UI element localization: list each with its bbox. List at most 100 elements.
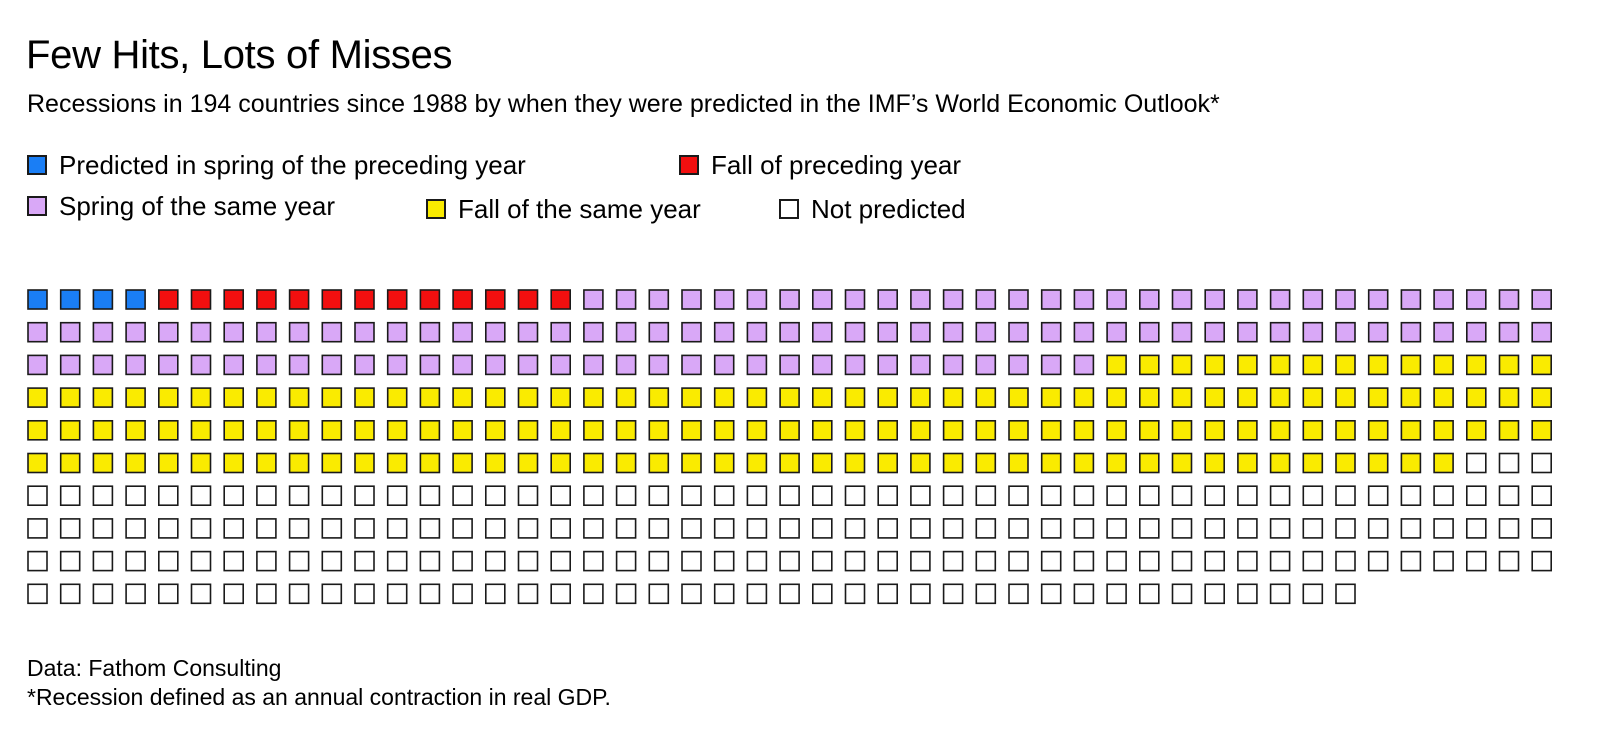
waffle-cell-fall-same xyxy=(1008,419,1029,441)
waffle-cell-not-predicted xyxy=(877,518,899,539)
waffle-cell-spring-same xyxy=(1531,321,1552,343)
waffle-cell-spring-same xyxy=(779,289,800,310)
waffle-cell-spring-same xyxy=(681,321,702,343)
waffle-cell-fall-same xyxy=(517,387,539,408)
waffle-cell-fall-same xyxy=(1040,419,1062,441)
waffle-cell-not-predicted xyxy=(419,550,441,572)
waffle-cell-not-predicted xyxy=(1139,485,1160,507)
waffle-cell-fall-preceding xyxy=(517,289,539,310)
waffle-cell-fall-same xyxy=(583,387,604,408)
waffle-cell-fall-same xyxy=(125,387,146,408)
waffle-cell-spring-preceding xyxy=(92,289,114,310)
waffle-cell-fall-same xyxy=(1335,419,1356,441)
waffle-cell-fall-same xyxy=(158,387,179,408)
waffle-cell-fall-same xyxy=(92,452,114,474)
waffle-cell-not-predicted xyxy=(615,518,637,539)
waffle-cell-fall-same xyxy=(125,419,146,441)
waffle-cell-fall-same xyxy=(713,452,735,474)
waffle-cell-fall-same xyxy=(1073,452,1095,474)
waffle-cell-spring-same xyxy=(1040,321,1062,343)
waffle-cell-fall-same xyxy=(354,419,375,441)
waffle-cell-not-predicted xyxy=(1237,518,1258,539)
waffle-cell-not-predicted xyxy=(779,550,800,572)
legend-swatch-not-predicted xyxy=(779,199,799,219)
waffle-cell-not-predicted xyxy=(1106,518,1127,539)
waffle-cell-fall-same xyxy=(1040,452,1062,474)
waffle-cell-spring-same xyxy=(419,354,441,376)
waffle-cell-spring-same xyxy=(1008,321,1029,343)
waffle-cell-not-predicted xyxy=(1433,550,1454,572)
waffle-cell-spring-same xyxy=(288,354,310,376)
waffle-cell-fall-preceding xyxy=(256,289,277,310)
waffle-cell-not-predicted xyxy=(386,583,408,605)
waffle-cell-spring-same xyxy=(681,354,702,376)
waffle-cell-not-predicted xyxy=(811,550,833,572)
waffle-cell-spring-same xyxy=(844,321,866,343)
waffle-cell-fall-same xyxy=(550,387,572,408)
waffle-cell-not-predicted xyxy=(583,583,604,605)
waffle-cell-not-predicted xyxy=(681,485,702,507)
waffle-cell-not-predicted xyxy=(550,518,572,539)
waffle-cell-spring-same xyxy=(1204,289,1225,310)
waffle-cell-fall-same xyxy=(452,452,473,474)
waffle-cell-fall-same xyxy=(811,419,833,441)
waffle-cell-spring-same xyxy=(354,321,375,343)
waffle-cell-not-predicted xyxy=(844,583,866,605)
legend-label-spring-preceding: Predicted in spring of the preceding yea… xyxy=(59,149,526,180)
waffle-cell-not-predicted xyxy=(419,583,441,605)
waffle-cell-fall-same xyxy=(1269,387,1291,408)
waffle-cell-spring-same xyxy=(1008,354,1029,376)
waffle-cell-spring-same xyxy=(1073,289,1095,310)
waffle-cell-not-predicted xyxy=(288,485,310,507)
waffle-cell-not-predicted xyxy=(1367,550,1389,572)
waffle-cell-not-predicted xyxy=(942,518,964,539)
waffle-cell-not-predicted xyxy=(59,485,81,507)
waffle-cell-not-predicted xyxy=(975,518,997,539)
waffle-cell-not-predicted xyxy=(1335,518,1356,539)
waffle-cell-not-predicted xyxy=(321,550,343,572)
waffle-cell-fall-same xyxy=(1302,387,1324,408)
waffle-cell-fall-same xyxy=(1073,387,1095,408)
waffle-cell-fall-same xyxy=(1498,387,1520,408)
waffle-cell-spring-same xyxy=(517,321,539,343)
waffle-cell-not-predicted xyxy=(811,583,833,605)
waffle-cell-not-predicted xyxy=(1531,550,1552,572)
waffle-cell-spring-same xyxy=(1008,289,1029,310)
waffle-cell-fall-same xyxy=(27,419,48,441)
waffle-cell-fall-same xyxy=(746,387,768,408)
waffle-cell-fall-same xyxy=(452,387,473,408)
waffle-cell-fall-same xyxy=(713,419,735,441)
waffle-cell-fall-same xyxy=(1269,419,1291,441)
waffle-cell-not-predicted xyxy=(1040,485,1062,507)
waffle-cell-not-predicted xyxy=(1466,518,1487,539)
waffle-cell-fall-same xyxy=(615,452,637,474)
waffle-cell-not-predicted xyxy=(811,518,833,539)
waffle-cell-not-predicted xyxy=(1171,485,1193,507)
waffle-cell-not-predicted xyxy=(354,485,375,507)
waffle-cell-spring-same xyxy=(942,321,964,343)
waffle-cell-spring-same xyxy=(615,321,637,343)
waffle-cell-not-predicted xyxy=(615,583,637,605)
waffle-cell-not-predicted xyxy=(779,583,800,605)
waffle-cell-fall-same xyxy=(484,419,506,441)
waffle-cell-spring-same xyxy=(1302,321,1324,343)
waffle-cell-not-predicted xyxy=(1139,518,1160,539)
waffle-cell-spring-same xyxy=(779,321,800,343)
waffle-cell-not-predicted xyxy=(746,550,768,572)
waffle-cell-not-predicted xyxy=(779,485,800,507)
waffle-cell-not-predicted xyxy=(1073,518,1095,539)
waffle-cell-not-predicted xyxy=(190,485,212,507)
waffle-cell-fall-same xyxy=(713,387,735,408)
waffle-cell-not-predicted xyxy=(223,485,244,507)
waffle-cell-fall-same xyxy=(256,419,277,441)
waffle-cell-fall-same xyxy=(681,387,702,408)
waffle-cell-not-predicted xyxy=(1040,518,1062,539)
waffle-cell-spring-same xyxy=(354,354,375,376)
waffle-cell-not-predicted xyxy=(1433,485,1454,507)
waffle-cell-fall-same xyxy=(190,419,212,441)
waffle-cell-fall-same xyxy=(321,452,343,474)
waffle-cell-fall-same xyxy=(27,452,48,474)
waffle-cell-not-predicted xyxy=(1498,485,1520,507)
waffle-cell-fall-same xyxy=(484,452,506,474)
waffle-cell-fall-same xyxy=(1433,419,1454,441)
